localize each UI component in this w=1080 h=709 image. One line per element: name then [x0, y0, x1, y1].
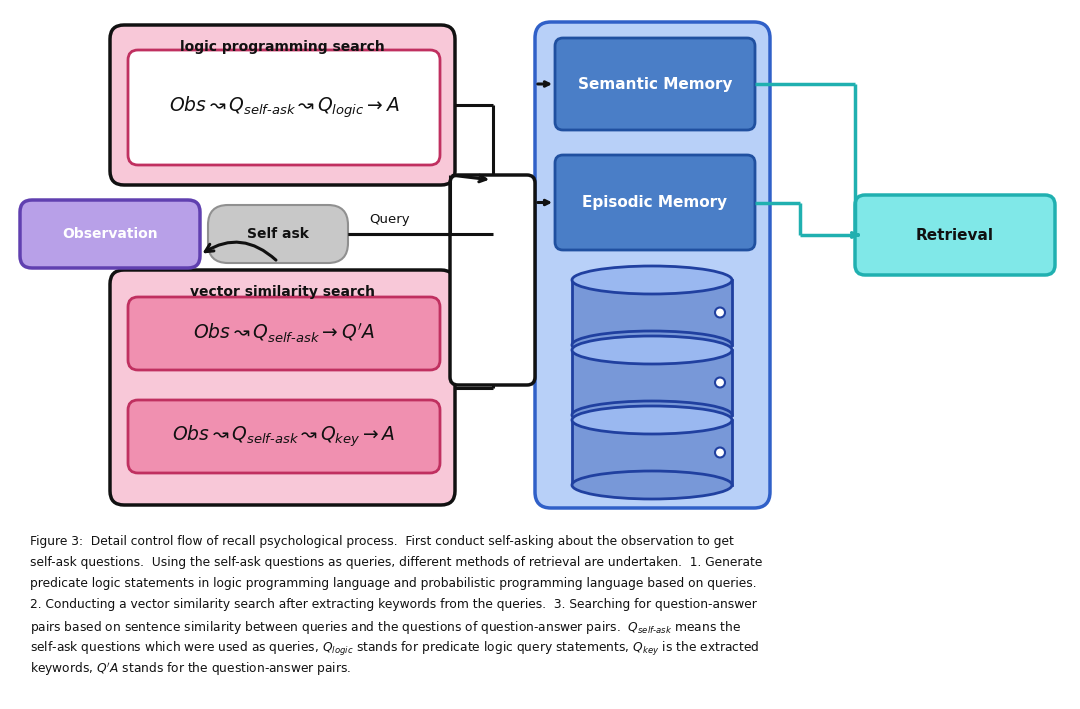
FancyBboxPatch shape	[21, 200, 200, 268]
Text: 2. Conducting a vector similarity search after extracting keywords from the quer: 2. Conducting a vector similarity search…	[30, 598, 757, 611]
Ellipse shape	[572, 401, 732, 429]
Text: $\mathit{Obs} \rightsquigarrow Q_{self\text{-}ask} \rightsquigarrow Q_{key} \rig: $\mathit{Obs} \rightsquigarrow Q_{self\t…	[173, 424, 395, 450]
FancyBboxPatch shape	[110, 270, 455, 505]
FancyBboxPatch shape	[110, 25, 455, 185]
Ellipse shape	[572, 266, 732, 294]
FancyBboxPatch shape	[555, 38, 755, 130]
Text: $\mathit{Obs} \rightsquigarrow Q_{self\text{-}ask} \rightsquigarrow Q_{logic} \r: $\mathit{Obs} \rightsquigarrow Q_{self\t…	[168, 95, 400, 121]
Ellipse shape	[572, 471, 732, 499]
Ellipse shape	[572, 336, 732, 364]
Text: vector similarity search: vector similarity search	[190, 285, 375, 299]
Circle shape	[715, 447, 725, 457]
FancyBboxPatch shape	[450, 175, 535, 385]
FancyBboxPatch shape	[535, 22, 770, 508]
Text: Query: Query	[369, 213, 410, 226]
Polygon shape	[572, 280, 732, 345]
Text: logic programming search: logic programming search	[180, 40, 384, 54]
Ellipse shape	[572, 406, 732, 434]
Circle shape	[715, 308, 725, 318]
FancyBboxPatch shape	[208, 205, 348, 263]
Text: Semantic Memory: Semantic Memory	[578, 77, 732, 91]
Text: Observation: Observation	[63, 227, 158, 241]
FancyBboxPatch shape	[129, 297, 440, 370]
FancyBboxPatch shape	[855, 195, 1055, 275]
Text: Episodic Memory: Episodic Memory	[582, 195, 728, 210]
Text: keywords, $Q'A$ stands for the question-answer pairs.: keywords, $Q'A$ stands for the question-…	[30, 661, 351, 679]
Text: self-ask questions.  Using the self-ask questions as queries, different methods : self-ask questions. Using the self-ask q…	[30, 556, 762, 569]
FancyBboxPatch shape	[129, 400, 440, 473]
Text: $\mathit{Obs} \rightsquigarrow Q_{self\text{-}ask} \rightarrow Q'A$: $\mathit{Obs} \rightsquigarrow Q_{self\t…	[193, 322, 375, 345]
Polygon shape	[572, 350, 732, 415]
Text: predicate logic statements in logic programming language and probabilistic progr: predicate logic statements in logic prog…	[30, 577, 757, 590]
FancyBboxPatch shape	[129, 50, 440, 165]
Polygon shape	[572, 420, 732, 485]
Text: Figure 3:  Detail control flow of recall psychological process.  First conduct s: Figure 3: Detail control flow of recall …	[30, 535, 734, 548]
Ellipse shape	[572, 331, 732, 359]
Circle shape	[715, 377, 725, 388]
Text: Self ask: Self ask	[247, 227, 309, 241]
FancyBboxPatch shape	[555, 155, 755, 250]
Text: Retrieval: Retrieval	[916, 228, 994, 242]
Text: self-ask questions which were used as queries, $Q_{logic}$ stands for predicate : self-ask questions which were used as qu…	[30, 640, 759, 658]
Text: pairs based on sentence similarity between queries and the questions of question: pairs based on sentence similarity betwe…	[30, 619, 741, 636]
